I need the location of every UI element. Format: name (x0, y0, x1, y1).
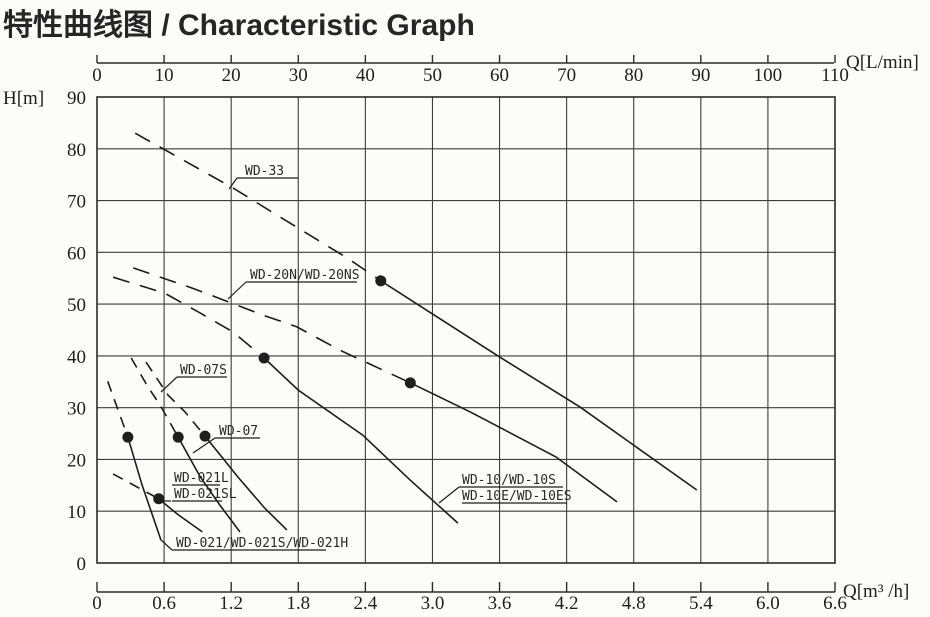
curve-dashed-WD-07 (145, 361, 206, 437)
bottom-axis-tick-label: 1.2 (219, 593, 243, 614)
curve-label-WD-07S: WD-07S (180, 363, 227, 378)
bottom-axis-tick-label: 3.0 (421, 593, 445, 614)
top-axis-tick-label: 0 (92, 65, 102, 86)
bottom-axis-tick-label: 0.6 (152, 593, 176, 614)
label-leader-WD-33 (228, 177, 238, 190)
rated-point-dot-WD-10/WD-10S/WD-10E/WD-10ES (258, 352, 270, 364)
curve-solid-WD-07 (204, 435, 288, 531)
top-axis-tick-label: 110 (821, 65, 849, 86)
left-axis-tick-label: 10 (67, 502, 86, 523)
curve-solid-WD-021/WD-021S/WD-021H (127, 436, 162, 540)
top-axis-tick-label: 80 (624, 65, 643, 86)
label-leader-WD-07 (192, 437, 216, 454)
curve-solid-WD-33 (380, 280, 698, 491)
top-axis-tick-label: 50 (423, 65, 442, 86)
bottom-axis-tick-label: 5.4 (689, 593, 713, 614)
curve-label-WD-20N/WD-20NS: WD-20N/WD-20NS (250, 268, 360, 283)
curve-solid-WD-021L/WD-021SL (158, 498, 203, 533)
curve-label-WD-10/WD-10S/WD-10E/WD-10ES: WD-10/WD-10S (462, 473, 556, 488)
rated-point-dot-WD-20N/WD-20NS (404, 377, 416, 389)
top-axis-tick-label: 90 (691, 65, 710, 86)
bottom-axis-tick-label: 4.8 (622, 593, 646, 614)
curve-label-WD-07: WD-07 (219, 424, 258, 439)
page-title: 特性曲线图 / Characteristic Graph (3, 9, 475, 42)
top-axis-tick-label: 10 (155, 65, 174, 86)
bottom-axis-unit-label: Q[m³ /h] (843, 581, 909, 602)
left-axis-tick-label: 40 (67, 347, 86, 368)
top-axis-tick-label: 20 (222, 65, 241, 86)
curve-solid-WD-07S (177, 436, 241, 533)
curve-dashed-WD-20N/WD-20NS (132, 267, 411, 384)
label-leader-WD-10/WD-10S/WD-10E/WD-10ES (438, 486, 460, 504)
rated-point-dot-WD-021/WD-021S/WD-021H (122, 431, 134, 443)
curve-dashed-WD-07S (130, 357, 179, 438)
top-axis-unit-label: Q[L/min] (846, 52, 919, 73)
rated-point-dot-WD-33 (375, 275, 387, 287)
curve-dashed-WD-33 (134, 132, 382, 282)
curve-dashed-WD-10/WD-10S/WD-10E/WD-10ES (112, 276, 265, 359)
label-leader-WD-021/WD-021S/WD-021H (159, 538, 173, 551)
curve-dashed-WD-021L/WD-021SL (112, 473, 160, 500)
bottom-axis-tick-label: 1.8 (286, 593, 310, 614)
label-leader-WD-20N/WD-20NS (227, 281, 247, 300)
plot-border (96, 96, 836, 564)
rated-point-dot-WD-07 (199, 430, 211, 442)
left-axis-tick-label: 20 (67, 450, 86, 471)
top-axis-tick-label: 70 (557, 65, 576, 86)
left-axis-unit-label: H[m] (3, 88, 44, 109)
rated-point-dot-WD-021L/WD-021SL (153, 493, 165, 505)
top-axis-tick-label: 100 (754, 65, 783, 86)
curve-label-WD-021L/WD-021SL: WD-021SL (174, 487, 237, 502)
curve-label-WD-10/WD-10S/WD-10E/WD-10ES: WD-10E/WD-10ES (462, 489, 572, 504)
bottom-axis-tick-label: 4.2 (555, 593, 579, 614)
top-axis-tick-label: 30 (289, 65, 308, 86)
bottom-axis-tick-label: 6.6 (823, 593, 847, 614)
curve-label-WD-33: WD-33 (245, 164, 284, 179)
left-axis-tick-label: 30 (67, 399, 86, 420)
curve-solid-WD-20N/WD-20NS (409, 382, 618, 503)
left-axis-tick-label: 90 (67, 88, 86, 109)
left-axis-tick-label: 0 (77, 554, 87, 575)
left-axis-tick-label: 70 (67, 192, 86, 213)
left-axis-tick-label: 80 (67, 140, 86, 161)
label-leader-WD-07S (160, 376, 178, 393)
curve-dashed-WD-021/WD-021S/WD-021H (106, 381, 129, 438)
bottom-axis-tick-label: 6.0 (756, 593, 780, 614)
curve-label-WD-021/WD-021S/WD-021H: WD-021/WD-021S/WD-021H (176, 536, 348, 551)
top-axis-tick-label: 60 (490, 65, 509, 86)
bottom-axis-tick-label: 3.6 (488, 593, 512, 614)
bottom-axis-tick-label: 0 (92, 593, 102, 614)
curve-solid-WD-10/WD-10S/WD-10E/WD-10ES (263, 357, 459, 524)
top-axis-tick-label: 40 (356, 65, 375, 86)
bottom-axis-tick-label: 2.4 (353, 593, 377, 614)
rated-point-dot-WD-07S (172, 431, 184, 443)
left-axis-tick-label: 60 (67, 243, 86, 264)
left-axis-tick-label: 50 (67, 295, 86, 316)
curve-label-WD-021L/WD-021SL: WD-021L (174, 471, 229, 486)
